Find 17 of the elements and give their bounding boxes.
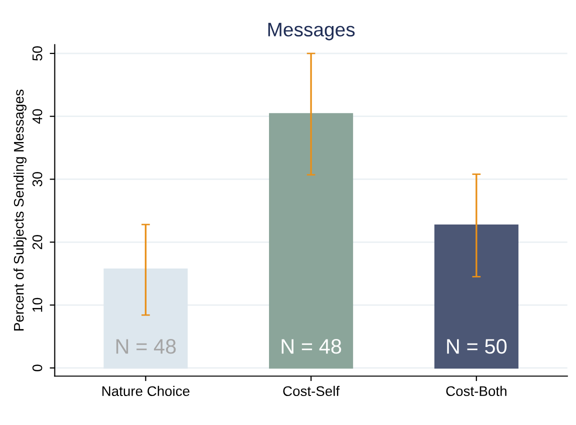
y-tick-label: 10: [32, 298, 42, 312]
y-tick-label: 40: [32, 109, 42, 124]
y-tick-label: 0: [32, 364, 42, 372]
bar: [269, 113, 354, 369]
bar: [104, 268, 188, 369]
annotation: N = 48: [116, 339, 176, 354]
chart-title: Messages: [268, 22, 355, 40]
annotation: N = 48: [282, 339, 342, 354]
y-tick-label: 50: [32, 46, 42, 61]
x-tick-label: Cost-Both: [446, 386, 506, 396]
x-tick-label: Nature Choice: [102, 386, 190, 396]
y-tick-label: 20: [32, 234, 42, 250]
y-axis-title: Percent of Subjects Sending Messages: [14, 90, 26, 330]
y-tick-label: 30: [32, 172, 42, 186]
x-tick-label: Cost-Self: [283, 386, 340, 396]
annotation: N = 50: [447, 339, 507, 354]
bar: [434, 224, 518, 369]
